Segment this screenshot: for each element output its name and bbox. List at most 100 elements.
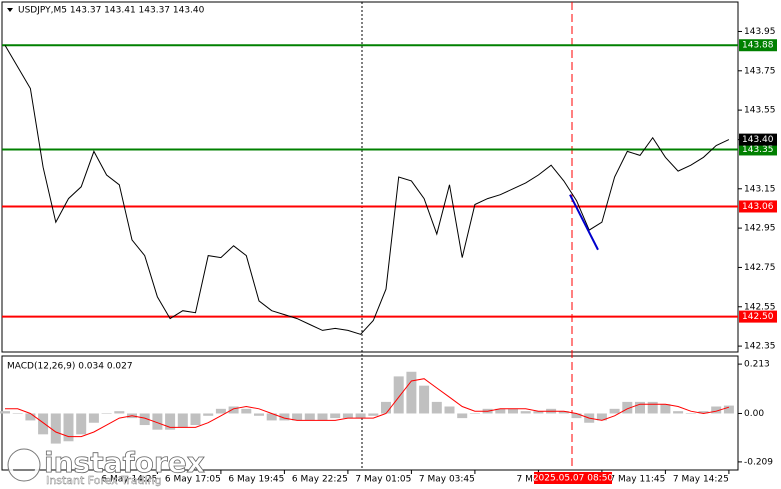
price-title: USDJPY,M5 143.37 143.41 143.37 143.40 (18, 6, 205, 16)
x-tick-label: 6 May 14:25 (101, 475, 157, 485)
price-line (4, 44, 730, 335)
histogram-bar (508, 408, 518, 414)
histogram-bar (165, 413, 176, 430)
price-panel (1, 1, 739, 353)
histogram-bar (342, 413, 353, 419)
histogram-bar (660, 404, 671, 414)
histogram-bar (266, 413, 277, 421)
y-tick-label: 0.00 (744, 409, 764, 419)
histogram-bar (292, 413, 303, 421)
histogram-bar (622, 401, 633, 414)
histogram-bar (673, 411, 684, 414)
level-label: 143.06 (742, 202, 774, 212)
histogram-bar (558, 411, 569, 414)
histogram-bar (50, 413, 61, 444)
x-tick-label: 6 May 19:45 (228, 475, 284, 485)
histogram-bar (38, 413, 49, 435)
y-tick-label: 143.95 (744, 27, 776, 37)
level-label-box (739, 200, 777, 213)
x-tick-label: 7 May 01:05 (355, 475, 411, 485)
histogram-bar (698, 411, 709, 414)
macd-title: MACD(12,26,9) 0.034 0.027 (7, 362, 133, 372)
histogram-bar (609, 408, 620, 414)
last-price-label: 143.40 (742, 135, 774, 145)
histogram-bar (419, 385, 430, 414)
menu-arrow (7, 8, 13, 12)
y-tick-label: 142.75 (744, 263, 776, 273)
histogram-bar (152, 413, 163, 430)
histogram-bar (431, 401, 442, 414)
y-tick-label: -0.209 (744, 457, 773, 467)
level-label: 143.88 (742, 41, 774, 51)
histogram-bar (355, 413, 366, 419)
histogram-bar (215, 408, 226, 414)
histogram-bar (0, 411, 10, 414)
histogram-bar (647, 401, 658, 414)
y-tick-label: 142.95 (744, 224, 776, 234)
histogram-bar (190, 413, 201, 426)
y-tick-label: 143.75 (744, 66, 776, 76)
tagline: Instant Forex Trading (46, 474, 162, 487)
histogram-bar (241, 408, 252, 414)
level-label-box (739, 310, 777, 323)
y-tick-label: 142.55 (744, 302, 776, 312)
x-tick-label: 6 May 17:05 (165, 475, 221, 485)
histogram-bar (177, 413, 188, 428)
cursor-label-box (534, 472, 612, 484)
histogram-bar (330, 413, 341, 419)
x-tick-label: 7 May 14:25 (673, 475, 729, 485)
histogram-bar (711, 406, 722, 414)
histogram-bar (317, 413, 328, 421)
y-tick-label: 143.15 (744, 184, 776, 194)
histogram-bar (533, 411, 544, 414)
histogram-bar (304, 413, 315, 421)
histogram-bar (279, 413, 290, 421)
signal-line (5, 378, 730, 438)
level-label-box (739, 143, 777, 156)
logo-ring-shadow (7, 448, 41, 482)
y-tick-label: 142.35 (744, 342, 776, 352)
y-tick-label: 143.55 (744, 106, 776, 116)
histogram-bar (139, 413, 150, 426)
histogram-bar (203, 413, 214, 416)
histogram-bar (88, 413, 99, 423)
histogram-bar (495, 408, 506, 414)
histogram-bar (63, 413, 74, 442)
x-tick-label: 7 May 03:45 (419, 475, 475, 485)
histogram-bar (571, 413, 582, 419)
histogram-bar (444, 406, 455, 414)
x-tick-label: 7 Ma (517, 475, 539, 485)
level-label: 143.35 (742, 145, 774, 155)
histogram-bar (685, 413, 696, 414)
logo-ring (8, 449, 40, 481)
histogram-bar (368, 413, 379, 416)
histogram-bar (101, 413, 112, 414)
histogram-bar (25, 413, 36, 421)
y-tick-label: 0.213 (744, 360, 770, 370)
cursor-label: 2025.05.07 08:50 (533, 474, 614, 484)
x-tick-label: 6 May 22:25 (292, 475, 348, 485)
histogram-bar (76, 413, 87, 435)
level-label-box (739, 39, 777, 52)
histogram-bar (381, 401, 391, 414)
histogram-bar (635, 401, 645, 414)
histogram-bar (228, 406, 239, 414)
brand: instaforex (44, 446, 205, 479)
x-tick-label: 7 May 11:45 (609, 475, 665, 485)
last-price-box (739, 133, 777, 146)
histogram-bar (723, 405, 734, 414)
histogram-bar (393, 376, 404, 414)
histogram-bar (596, 413, 607, 421)
histogram-bar (406, 371, 417, 414)
histogram-bar (114, 411, 125, 414)
trendline (569, 194, 599, 251)
level-label: 142.50 (742, 312, 774, 322)
histogram-bar (469, 413, 480, 414)
histogram-bar (457, 413, 468, 419)
histogram-bar (520, 411, 531, 414)
histogram-bar (254, 413, 264, 416)
histogram-bar (12, 413, 23, 414)
